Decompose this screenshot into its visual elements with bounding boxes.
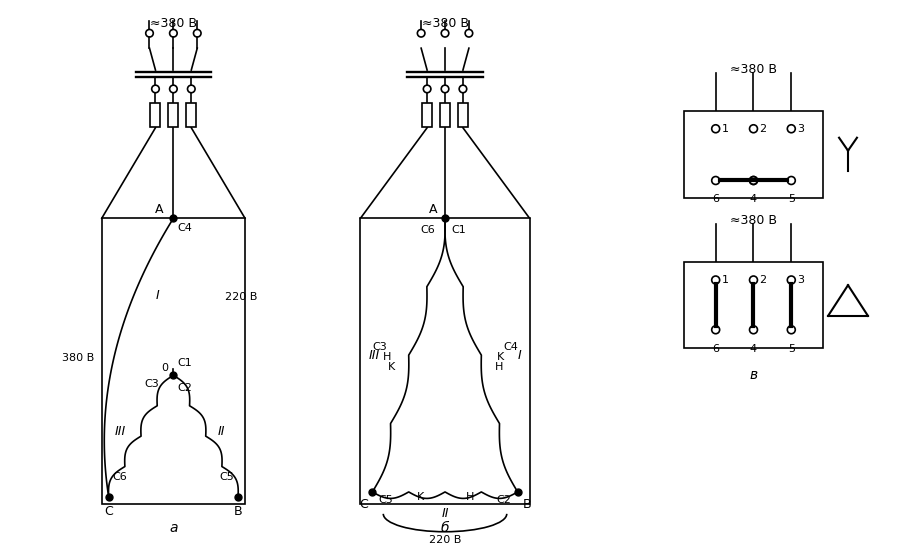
Text: 2: 2 xyxy=(760,275,767,285)
Bar xyxy=(684,111,824,198)
Text: H: H xyxy=(382,352,391,362)
Text: ≈380 В: ≈380 В xyxy=(421,17,469,30)
Text: 0: 0 xyxy=(161,363,168,374)
Text: 5: 5 xyxy=(788,194,795,204)
Bar xyxy=(168,103,178,127)
Bar xyxy=(458,103,468,127)
Text: 2: 2 xyxy=(760,124,767,134)
Text: K: K xyxy=(417,492,424,502)
Bar xyxy=(684,262,824,348)
Text: C1: C1 xyxy=(451,225,465,235)
Bar xyxy=(102,218,245,504)
Text: 5: 5 xyxy=(788,344,795,354)
Text: I: I xyxy=(518,349,522,362)
Text: 6: 6 xyxy=(712,194,719,204)
Bar xyxy=(186,103,196,127)
Text: H: H xyxy=(465,492,474,502)
Text: C: C xyxy=(104,505,113,518)
Text: H: H xyxy=(495,362,504,372)
Bar xyxy=(150,103,160,127)
Text: C6: C6 xyxy=(420,225,435,235)
Text: III: III xyxy=(115,424,126,438)
Text: C2: C2 xyxy=(177,384,193,393)
Text: 4: 4 xyxy=(750,344,757,354)
Text: 6: 6 xyxy=(712,344,719,354)
Text: II: II xyxy=(218,424,225,438)
Text: B: B xyxy=(522,498,531,511)
Text: C4: C4 xyxy=(503,342,518,352)
Text: ≈380 В: ≈380 В xyxy=(150,17,197,30)
Text: C2: C2 xyxy=(497,495,512,505)
Text: I: I xyxy=(156,290,159,302)
Text: C5: C5 xyxy=(220,472,234,482)
Text: 3: 3 xyxy=(797,124,805,134)
Text: в: в xyxy=(750,367,758,381)
Bar xyxy=(440,103,450,127)
Text: A: A xyxy=(428,203,437,216)
Text: C: C xyxy=(359,498,368,511)
Text: C4: C4 xyxy=(177,223,193,234)
Text: A: A xyxy=(155,203,164,216)
Text: II: II xyxy=(441,507,449,520)
Bar xyxy=(422,103,432,127)
Text: K: K xyxy=(388,362,395,372)
Text: а: а xyxy=(169,521,177,535)
Text: C3: C3 xyxy=(372,342,387,352)
Text: III: III xyxy=(368,349,380,362)
Text: C3: C3 xyxy=(145,379,159,389)
Text: б: б xyxy=(441,521,449,535)
Text: ≈380 В: ≈380 В xyxy=(730,63,777,76)
Text: C1: C1 xyxy=(177,358,192,368)
Text: 3: 3 xyxy=(797,275,805,285)
Text: ≈380 В: ≈380 В xyxy=(730,214,777,227)
Text: 220 В: 220 В xyxy=(225,292,257,302)
Text: B: B xyxy=(234,505,242,518)
Text: C6: C6 xyxy=(112,472,128,482)
Text: 4: 4 xyxy=(750,194,757,204)
Text: K: K xyxy=(498,352,505,362)
Text: 1: 1 xyxy=(722,275,729,285)
Text: 220 В: 220 В xyxy=(428,535,461,545)
Bar xyxy=(360,218,529,504)
Text: 380 В: 380 В xyxy=(61,353,94,363)
Text: C5: C5 xyxy=(378,495,393,505)
Text: 1: 1 xyxy=(722,124,729,134)
